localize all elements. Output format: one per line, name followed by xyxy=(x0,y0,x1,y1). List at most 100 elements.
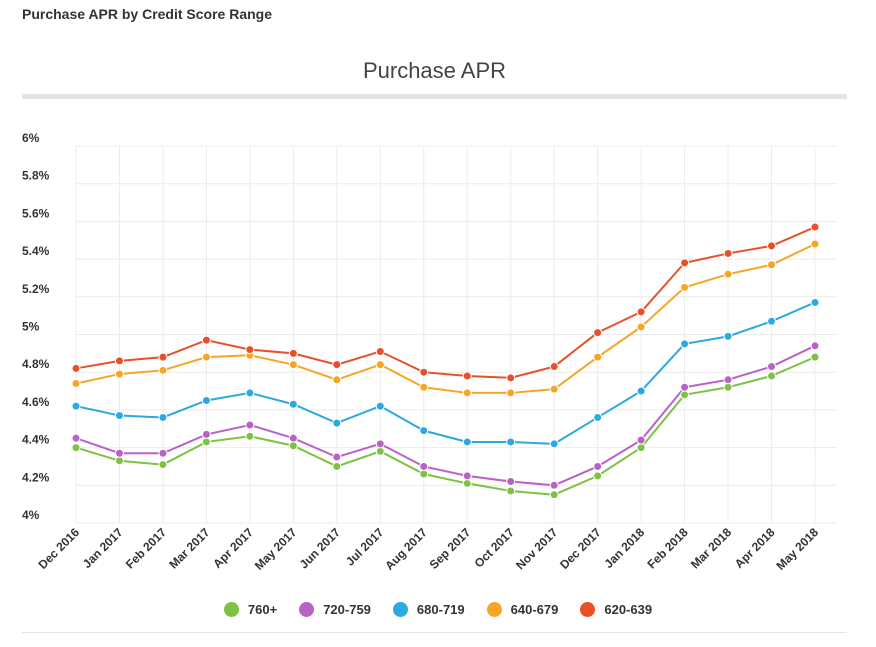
data-point-620-639[interactable] xyxy=(245,345,255,355)
data-point-720-759[interactable] xyxy=(462,471,472,481)
data-point-760+[interactable] xyxy=(636,443,646,453)
data-point-680-719[interactable] xyxy=(680,339,690,349)
data-point-680-719[interactable] xyxy=(288,399,298,409)
data-point-620-639[interactable] xyxy=(810,222,820,232)
data-point-720-759[interactable] xyxy=(767,362,777,372)
data-point-640-679[interactable] xyxy=(723,269,733,279)
data-point-680-719[interactable] xyxy=(158,412,168,422)
data-point-680-719[interactable] xyxy=(593,412,603,422)
legend-item-760+[interactable]: 760+ xyxy=(223,602,277,617)
data-point-620-639[interactable] xyxy=(419,367,429,377)
data-point-760+[interactable] xyxy=(506,486,516,496)
data-point-620-639[interactable] xyxy=(767,241,777,251)
data-point-680-719[interactable] xyxy=(462,437,472,447)
data-point-640-679[interactable] xyxy=(114,369,124,379)
data-point-640-679[interactable] xyxy=(419,382,429,392)
data-point-760+[interactable] xyxy=(462,478,472,488)
data-point-620-639[interactable] xyxy=(158,352,168,362)
data-point-720-759[interactable] xyxy=(375,439,385,449)
data-point-620-639[interactable] xyxy=(462,371,472,381)
data-point-760+[interactable] xyxy=(288,441,298,451)
data-point-760+[interactable] xyxy=(158,460,168,470)
data-point-720-759[interactable] xyxy=(201,429,211,439)
data-point-620-639[interactable] xyxy=(332,360,342,370)
data-point-720-759[interactable] xyxy=(332,452,342,462)
x-tick-label: Aug 2017 xyxy=(382,525,430,573)
data-point-680-719[interactable] xyxy=(114,411,124,421)
data-point-720-759[interactable] xyxy=(810,341,820,351)
data-point-680-719[interactable] xyxy=(636,386,646,396)
data-point-680-719[interactable] xyxy=(419,426,429,436)
series-line-760+ xyxy=(75,356,816,496)
data-point-640-679[interactable] xyxy=(158,365,168,375)
data-point-720-759[interactable] xyxy=(680,382,690,392)
title-divider xyxy=(22,94,847,99)
data-point-680-719[interactable] xyxy=(767,316,777,326)
data-point-640-679[interactable] xyxy=(636,322,646,332)
data-point-680-719[interactable] xyxy=(506,437,516,447)
data-point-640-679[interactable] xyxy=(767,260,777,270)
data-point-680-719[interactable] xyxy=(71,401,81,411)
data-point-720-759[interactable] xyxy=(593,461,603,471)
data-point-720-759[interactable] xyxy=(114,448,124,458)
data-point-640-679[interactable] xyxy=(201,352,211,362)
data-point-620-639[interactable] xyxy=(680,258,690,268)
data-point-620-639[interactable] xyxy=(506,373,516,383)
data-point-720-759[interactable] xyxy=(158,448,168,458)
data-point-680-719[interactable] xyxy=(245,388,255,398)
data-point-760+[interactable] xyxy=(332,461,342,471)
data-point-620-639[interactable] xyxy=(549,362,559,372)
data-point-640-679[interactable] xyxy=(593,352,603,362)
data-point-620-639[interactable] xyxy=(636,307,646,317)
legend-item-640-679[interactable]: 640-679 xyxy=(486,602,558,617)
data-point-620-639[interactable] xyxy=(71,363,81,373)
data-point-760+[interactable] xyxy=(71,443,81,453)
data-point-640-679[interactable] xyxy=(71,379,81,389)
data-point-720-759[interactable] xyxy=(506,477,516,487)
legend-item-680-719[interactable]: 680-719 xyxy=(392,602,465,617)
data-point-760+[interactable] xyxy=(593,471,603,481)
data-point-620-639[interactable] xyxy=(375,346,385,356)
data-point-620-639[interactable] xyxy=(201,335,211,345)
data-point-680-719[interactable] xyxy=(375,401,385,411)
data-point-640-679[interactable] xyxy=(549,384,559,394)
data-point-760+[interactable] xyxy=(245,431,255,441)
y-tick-label: 6% xyxy=(22,131,40,145)
data-point-720-759[interactable] xyxy=(245,420,255,430)
data-point-680-719[interactable] xyxy=(810,297,820,307)
data-point-620-639[interactable] xyxy=(593,328,603,338)
data-point-760+[interactable] xyxy=(419,469,429,479)
data-point-720-759[interactable] xyxy=(549,480,559,490)
data-point-760+[interactable] xyxy=(114,456,124,466)
data-point-640-679[interactable] xyxy=(810,239,820,249)
data-point-620-639[interactable] xyxy=(288,348,298,358)
data-point-760+[interactable] xyxy=(723,382,733,392)
data-point-620-639[interactable] xyxy=(723,248,733,258)
data-point-640-679[interactable] xyxy=(375,360,385,370)
data-point-640-679[interactable] xyxy=(288,360,298,370)
data-point-640-679[interactable] xyxy=(462,388,472,398)
bottom-divider xyxy=(22,632,847,633)
data-point-720-759[interactable] xyxy=(636,435,646,445)
data-point-680-719[interactable] xyxy=(723,331,733,341)
data-point-760+[interactable] xyxy=(810,352,820,362)
data-point-620-639[interactable] xyxy=(114,356,124,366)
x-tick-label: Apr 2017 xyxy=(210,525,256,571)
data-point-680-719[interactable] xyxy=(549,439,559,449)
data-point-760+[interactable] xyxy=(201,437,211,447)
data-point-720-759[interactable] xyxy=(71,433,81,443)
data-point-640-679[interactable] xyxy=(332,375,342,385)
legend-item-620-639[interactable]: 620-639 xyxy=(580,602,652,617)
data-point-640-679[interactable] xyxy=(680,282,690,292)
data-point-680-719[interactable] xyxy=(332,418,342,428)
data-point-720-759[interactable] xyxy=(288,433,298,443)
data-point-720-759[interactable] xyxy=(723,375,733,385)
data-point-720-759[interactable] xyxy=(419,461,429,471)
data-point-760+[interactable] xyxy=(375,446,385,456)
data-point-640-679[interactable] xyxy=(506,388,516,398)
data-point-760+[interactable] xyxy=(549,490,559,500)
data-point-760+[interactable] xyxy=(680,390,690,400)
data-point-680-719[interactable] xyxy=(201,395,211,405)
legend-item-720-759[interactable]: 720-759 xyxy=(299,602,371,617)
data-point-760+[interactable] xyxy=(767,371,777,381)
